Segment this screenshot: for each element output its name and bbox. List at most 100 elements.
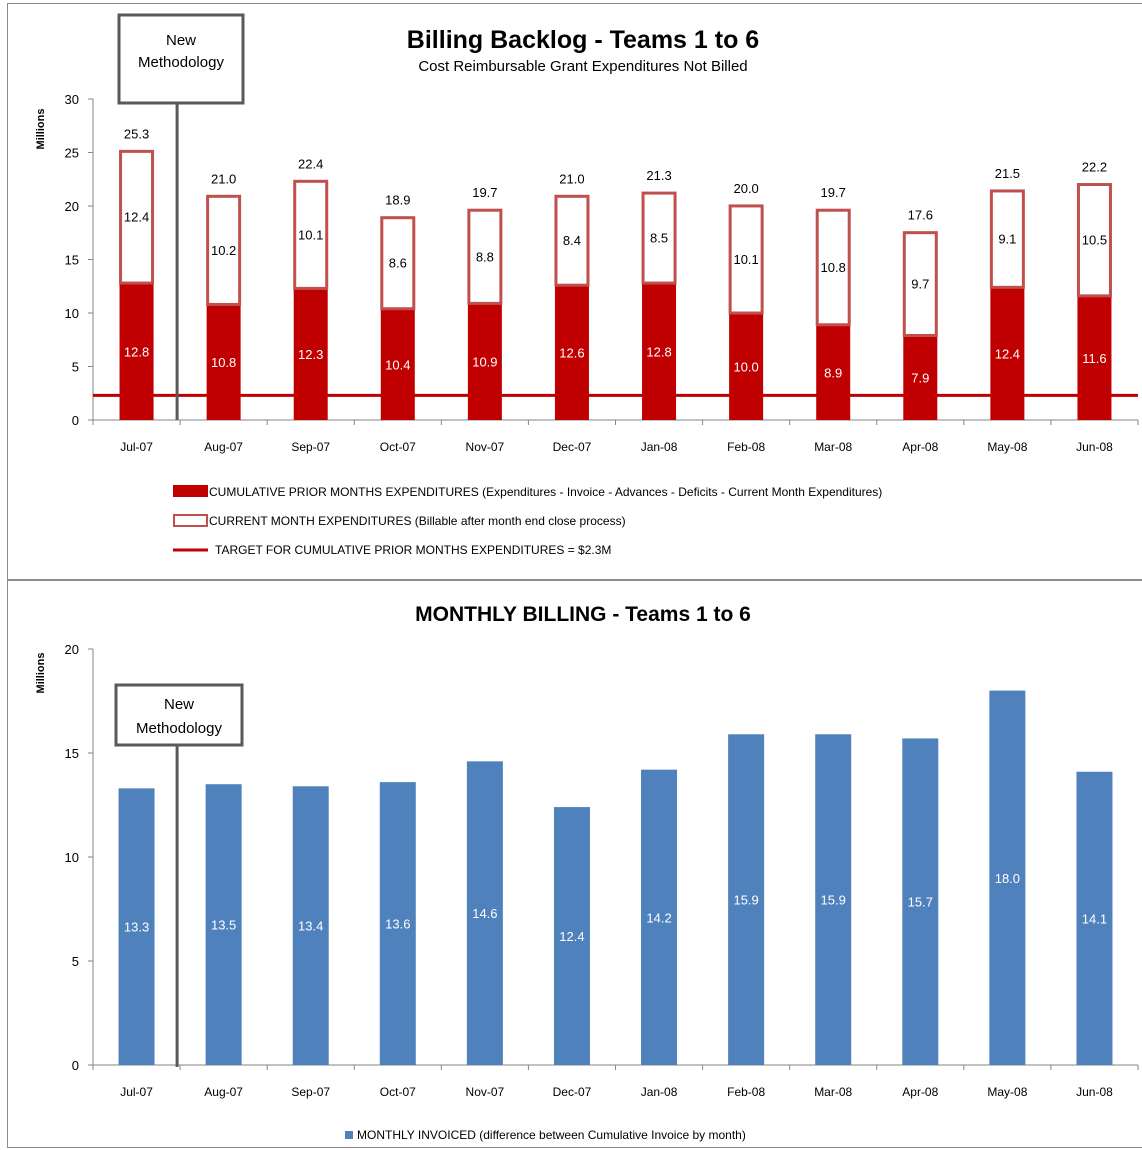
data-label-current-month: 8.4 [563, 233, 581, 248]
bar-current-month [641, 191, 677, 285]
bar-cumulative [729, 313, 764, 420]
x-tick-label: Apr-08 [902, 1085, 938, 1099]
methodology-label-box [117, 13, 245, 105]
bar-current-month [989, 189, 1025, 289]
x-tick-label: Mar-08 [814, 1085, 852, 1099]
bar-monthly-invoiced [989, 690, 1026, 1065]
data-labels: 13.3 13.5 13.4 13.6 14.6 12.4 14.2 15.9 15.9 15.7… [124, 871, 1107, 944]
bar-monthly-invoiced [466, 761, 503, 1065]
methodology-label-line2: Methodology [138, 54, 224, 71]
legend-swatch-cumulative [173, 485, 208, 497]
data-label-current-month: 10.1 [298, 227, 323, 242]
data-label-total: 20.0 [733, 181, 758, 196]
data-labels: 12.8 12.4 25.3 10.8 10.2 21.0 12.3 10.1 22.4 10.4… [124, 126, 1107, 385]
bar-current-month [206, 194, 242, 306]
x-tick-label: Apr-08 [902, 440, 938, 454]
bar-monthly-invoiced [641, 769, 678, 1065]
x-tick-label: Jul-07 [120, 1085, 153, 1099]
data-label-current-month: 9.7 [911, 277, 929, 292]
data-label-total: 22.2 [1082, 160, 1107, 175]
data-label-monthly-invoiced: 13.4 [298, 919, 323, 934]
x-tick-label: Sep-07 [291, 440, 330, 454]
data-label-current-month: 10.2 [211, 243, 236, 258]
bar-monthly-invoiced [292, 786, 329, 1065]
x-tick-label: Jan-08 [641, 440, 678, 454]
data-label-monthly-invoiced: 12.4 [559, 929, 584, 944]
x-tick-label: Dec-07 [553, 1085, 592, 1099]
bar-cumulative [467, 303, 502, 420]
x-tick-label: Oct-07 [380, 1085, 416, 1099]
new-methodology-annotation: New Methodology [117, 13, 245, 420]
chart-subtitle: Cost Reimbursable Grant Expenditures Not… [418, 58, 747, 75]
axes: 0 5 10 15 20 25 30 Jul-07 Aug-07 Sep-07 Oct-07 Nov-… [65, 92, 1139, 454]
data-label-cumulative: 10.0 [733, 360, 758, 375]
methodology-label-line2: Methodology [136, 720, 222, 737]
axes: 0 5 10 15 20 Jul-07 Aug-07 Sep-07 Oct-07 Nov-07 De… [65, 642, 1139, 1099]
legend-label-target: TARGET FOR CUMULATIVE PRIOR MONTHS EXPEN… [215, 543, 611, 557]
bar-current-month [467, 208, 503, 305]
data-label-cumulative: 7.9 [911, 371, 929, 386]
y-tick-label: 20 [65, 199, 79, 214]
bar-current-month [380, 216, 416, 311]
data-label-current-month: 9.1 [998, 232, 1016, 247]
y-tick-label: 0 [72, 413, 79, 428]
x-tick-label: Nov-07 [466, 1085, 505, 1099]
bar-monthly-invoiced [118, 788, 155, 1065]
data-label-total: 22.4 [298, 156, 323, 171]
data-label-monthly-invoiced: 13.3 [124, 920, 149, 935]
data-label-monthly-invoiced: 15.9 [733, 893, 758, 908]
data-label-cumulative: 8.9 [824, 365, 842, 380]
data-label-current-month: 12.4 [124, 210, 149, 225]
y-tick-label: 10 [65, 850, 79, 865]
data-label-cumulative: 12.6 [559, 346, 584, 361]
bar-monthly-invoiced [379, 782, 416, 1065]
data-label-total: 21.5 [995, 166, 1020, 181]
data-label-cumulative: 12.8 [124, 345, 149, 360]
monthly-billing-chart: MONTHLY BILLING - Teams 1 to 6 Millions … [35, 603, 1139, 1142]
x-tick-label: Oct-07 [380, 440, 416, 454]
bar-monthly-invoiced [205, 784, 242, 1065]
bar-cumulative [206, 304, 241, 420]
data-label-total: 19.7 [821, 185, 846, 200]
methodology-label-box [114, 683, 244, 747]
x-tick-label: Aug-07 [204, 1085, 243, 1099]
data-label-total: 25.3 [124, 126, 149, 141]
bar-cumulative [990, 287, 1025, 420]
chart-title: Billing Backlog - Teams 1 to 6 [407, 26, 759, 54]
legend-label-current: CURRENT MONTH EXPENDITURES (Billable aft… [209, 514, 626, 528]
bars [119, 149, 1112, 420]
billing-backlog-chart: Billing Backlog - Teams 1 to 6 Cost Reim… [35, 13, 1139, 557]
data-label-current-month: 10.8 [821, 260, 846, 275]
methodology-label-line1: New [164, 696, 194, 713]
data-label-cumulative: 10.8 [211, 355, 236, 370]
y-tick-label: 15 [65, 253, 79, 268]
data-label-total: 18.9 [385, 193, 410, 208]
data-label-cumulative: 12.3 [298, 347, 323, 362]
y-tick-label: 20 [65, 642, 79, 657]
y-tick-label: 15 [65, 746, 79, 761]
x-tick-label: May-08 [987, 440, 1027, 454]
data-label-current-month: 10.1 [733, 252, 758, 267]
data-label-total: 17.6 [908, 208, 933, 223]
bar-current-month [728, 204, 764, 315]
x-tick-label: Feb-08 [727, 440, 765, 454]
bar-cumulative [816, 324, 851, 420]
legend-label-monthly-invoiced: MONTHLY INVOICED (difference between Cum… [357, 1128, 746, 1142]
bar-monthly-invoiced [902, 738, 939, 1065]
bar-cumulative [293, 288, 328, 420]
bar-cumulative [380, 308, 415, 420]
bar-cumulative [903, 335, 938, 420]
legend-swatch-monthly-invoiced [345, 1131, 353, 1139]
bar-current-month [902, 231, 938, 337]
bar-cumulative [1077, 295, 1112, 420]
x-tick-label: Mar-08 [814, 440, 852, 454]
y-tick-label: 25 [65, 146, 79, 161]
x-tick-label: May-08 [987, 1085, 1027, 1099]
data-label-total: 19.7 [472, 185, 497, 200]
x-tick-label: Jan-08 [641, 1085, 678, 1099]
y-tick-label: 30 [65, 92, 79, 107]
bar-monthly-invoiced [815, 734, 852, 1065]
bar-current-month [815, 208, 851, 327]
x-tick-label: Feb-08 [727, 1085, 765, 1099]
legend: CUMULATIVE PRIOR MONTHS EXPENDITURES (Ex… [173, 485, 882, 557]
